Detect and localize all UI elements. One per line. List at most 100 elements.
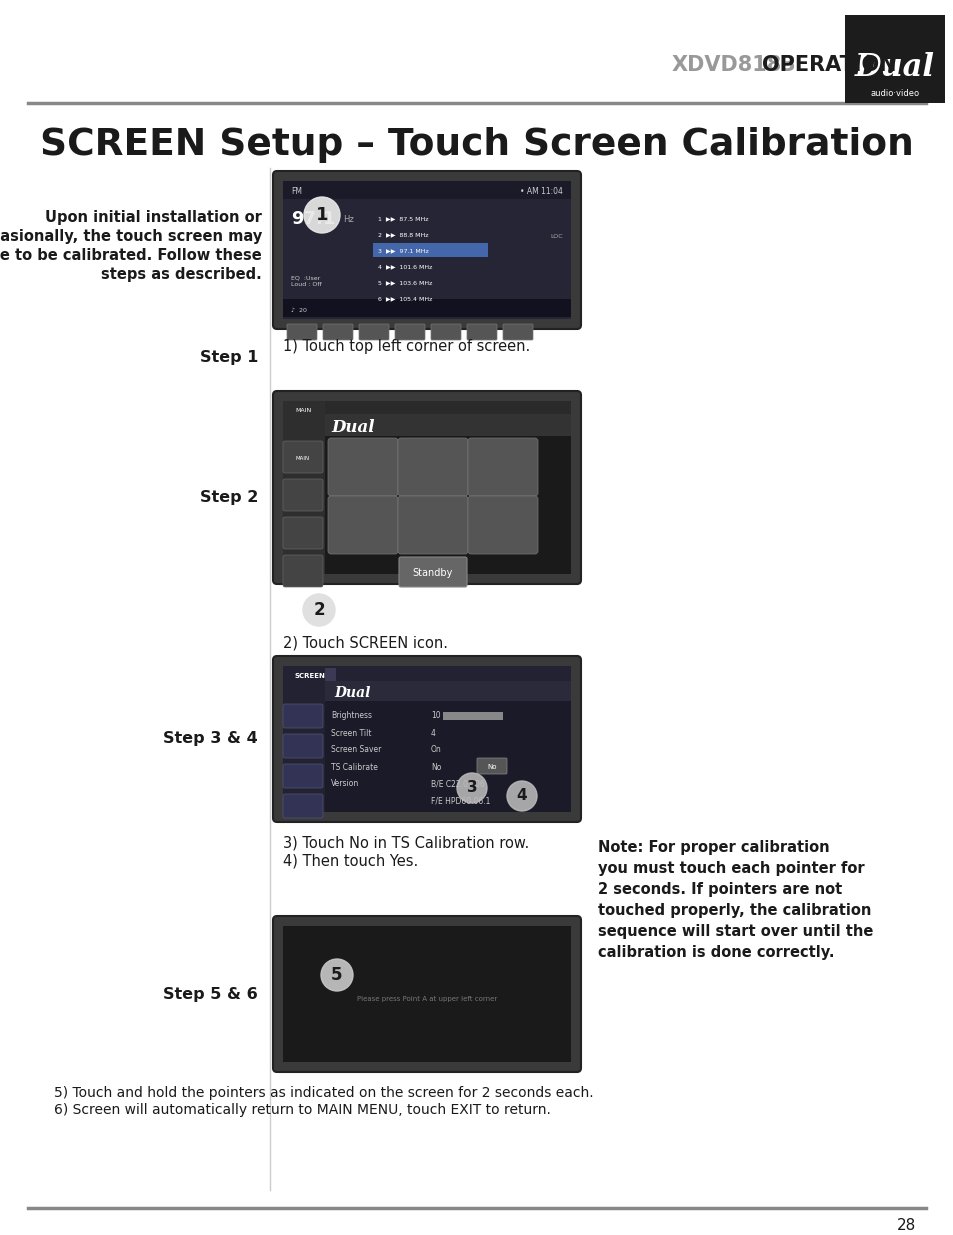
Text: 3) Touch No in TS Calibration row.: 3) Touch No in TS Calibration row. — [283, 836, 529, 851]
Text: FM: FM — [291, 186, 302, 195]
Text: Dual: Dual — [335, 685, 371, 700]
Text: TS Calibrate: TS Calibrate — [331, 762, 377, 772]
FancyBboxPatch shape — [273, 170, 580, 329]
Bar — [283, 926, 571, 1062]
FancyBboxPatch shape — [476, 758, 506, 774]
FancyBboxPatch shape — [283, 517, 323, 550]
Circle shape — [303, 594, 335, 626]
Bar — [283, 401, 571, 417]
Text: No: No — [487, 764, 497, 769]
Bar — [283, 182, 571, 199]
Bar — [283, 401, 571, 574]
FancyBboxPatch shape — [273, 391, 580, 584]
Text: Note: For proper calibration: Note: For proper calibration — [598, 840, 829, 855]
Text: Screen Tilt: Screen Tilt — [331, 729, 371, 737]
Text: Step 3 & 4: Step 3 & 4 — [163, 731, 257, 746]
Text: 2) Touch SCREEN icon.: 2) Touch SCREEN icon. — [283, 635, 448, 650]
Text: 3: 3 — [466, 781, 476, 795]
Text: MAIN: MAIN — [295, 457, 310, 462]
Text: Upon initial installation or: Upon initial installation or — [45, 210, 262, 225]
Text: OPERATION: OPERATION — [761, 56, 896, 75]
Text: MAIN: MAIN — [295, 409, 312, 414]
Text: On: On — [431, 746, 441, 755]
Text: 2: 2 — [313, 601, 324, 619]
FancyBboxPatch shape — [283, 794, 323, 818]
Bar — [283, 182, 571, 319]
Bar — [283, 666, 571, 811]
FancyBboxPatch shape — [273, 656, 580, 823]
Text: 6  ▶▶  105.4 MHz: 6 ▶▶ 105.4 MHz — [377, 296, 432, 301]
FancyBboxPatch shape — [397, 496, 468, 555]
Text: F/E HPD60.06.1: F/E HPD60.06.1 — [431, 797, 490, 805]
Bar — [283, 666, 571, 683]
Text: SCREEN: SCREEN — [294, 673, 325, 679]
Text: 10: 10 — [431, 711, 440, 720]
FancyBboxPatch shape — [468, 496, 537, 555]
Text: LOC: LOC — [550, 233, 562, 238]
Text: sequence will start over until the: sequence will start over until the — [598, 924, 872, 939]
Text: 4: 4 — [517, 788, 527, 804]
FancyBboxPatch shape — [328, 438, 397, 496]
Text: SCREEN Setup – Touch Screen Calibration: SCREEN Setup – Touch Screen Calibration — [40, 127, 913, 163]
Text: Step 2: Step 2 — [199, 490, 257, 505]
Text: • AM 11:04: • AM 11:04 — [519, 186, 562, 195]
Text: Screen Saver: Screen Saver — [331, 746, 381, 755]
Text: 6) Screen will automatically return to MAIN MENU, touch EXIT to return.: 6) Screen will automatically return to M… — [54, 1103, 550, 1116]
Text: Dual: Dual — [854, 52, 934, 83]
Text: 2  ▶▶  88.8 MHz: 2 ▶▶ 88.8 MHz — [377, 232, 428, 237]
FancyBboxPatch shape — [358, 324, 389, 340]
Bar — [442, 713, 502, 720]
Text: 3  ▶▶  97.1 MHz: 3 ▶▶ 97.1 MHz — [377, 248, 428, 253]
FancyBboxPatch shape — [273, 916, 580, 1072]
FancyBboxPatch shape — [398, 557, 467, 587]
Text: 2 seconds. If pointers are not: 2 seconds. If pointers are not — [598, 882, 841, 897]
FancyBboxPatch shape — [283, 734, 323, 758]
Text: have to be calibrated. Follow these: have to be calibrated. Follow these — [0, 248, 262, 263]
FancyBboxPatch shape — [284, 403, 324, 417]
FancyBboxPatch shape — [323, 324, 353, 340]
Text: Dual: Dual — [331, 419, 375, 436]
Bar — [844, 15, 944, 103]
Text: occasionally, the touch screen may: occasionally, the touch screen may — [0, 228, 262, 245]
FancyBboxPatch shape — [395, 324, 424, 340]
FancyBboxPatch shape — [283, 926, 571, 1062]
FancyBboxPatch shape — [283, 704, 323, 727]
Circle shape — [456, 773, 486, 803]
Text: 1  ▶▶  87.5 MHz: 1 ▶▶ 87.5 MHz — [377, 216, 428, 221]
Text: ♪  20: ♪ 20 — [291, 309, 307, 314]
Text: EQ  :User
Loud : Off: EQ :User Loud : Off — [291, 275, 321, 287]
Text: Step 1: Step 1 — [199, 350, 257, 366]
FancyBboxPatch shape — [283, 764, 323, 788]
Text: Please press Point A at upper left corner: Please press Point A at upper left corne… — [356, 995, 497, 1002]
Text: 97.1: 97.1 — [291, 210, 335, 228]
FancyBboxPatch shape — [287, 324, 316, 340]
Text: audio·video: audio·video — [869, 89, 919, 98]
FancyBboxPatch shape — [283, 666, 571, 811]
Bar — [283, 666, 325, 811]
Text: touched properly, the calibration: touched properly, the calibration — [598, 903, 870, 918]
Text: Step 5 & 6: Step 5 & 6 — [163, 987, 257, 1002]
Text: calibration is done correctly.: calibration is done correctly. — [598, 945, 834, 960]
Text: XDVD8183: XDVD8183 — [671, 56, 796, 75]
Text: Standby: Standby — [413, 568, 453, 578]
Text: 4) Then touch Yes.: 4) Then touch Yes. — [283, 853, 417, 869]
Text: Brightness: Brightness — [331, 711, 372, 720]
FancyBboxPatch shape — [397, 438, 468, 496]
Text: 28: 28 — [896, 1218, 915, 1233]
Bar — [373, 243, 488, 257]
Text: 4: 4 — [431, 729, 436, 737]
Text: 1) Touch top left corner of screen.: 1) Touch top left corner of screen. — [283, 338, 530, 354]
Bar — [283, 414, 571, 436]
Text: Version: Version — [331, 779, 359, 788]
Text: 5  ▶▶  103.6 MHz: 5 ▶▶ 103.6 MHz — [377, 280, 432, 285]
FancyBboxPatch shape — [283, 401, 571, 574]
FancyBboxPatch shape — [283, 555, 323, 587]
Text: No: No — [431, 762, 441, 772]
FancyBboxPatch shape — [431, 324, 460, 340]
Text: you must touch each pointer for: you must touch each pointer for — [598, 861, 863, 876]
Text: 5) Touch and hold the pointers as indicated on the screen for 2 seconds each.: 5) Touch and hold the pointers as indica… — [54, 1086, 593, 1100]
Text: Hz: Hz — [343, 215, 354, 224]
Circle shape — [506, 781, 537, 811]
FancyBboxPatch shape — [284, 668, 335, 684]
Text: 4  ▶▶  101.6 MHz: 4 ▶▶ 101.6 MHz — [377, 264, 432, 269]
